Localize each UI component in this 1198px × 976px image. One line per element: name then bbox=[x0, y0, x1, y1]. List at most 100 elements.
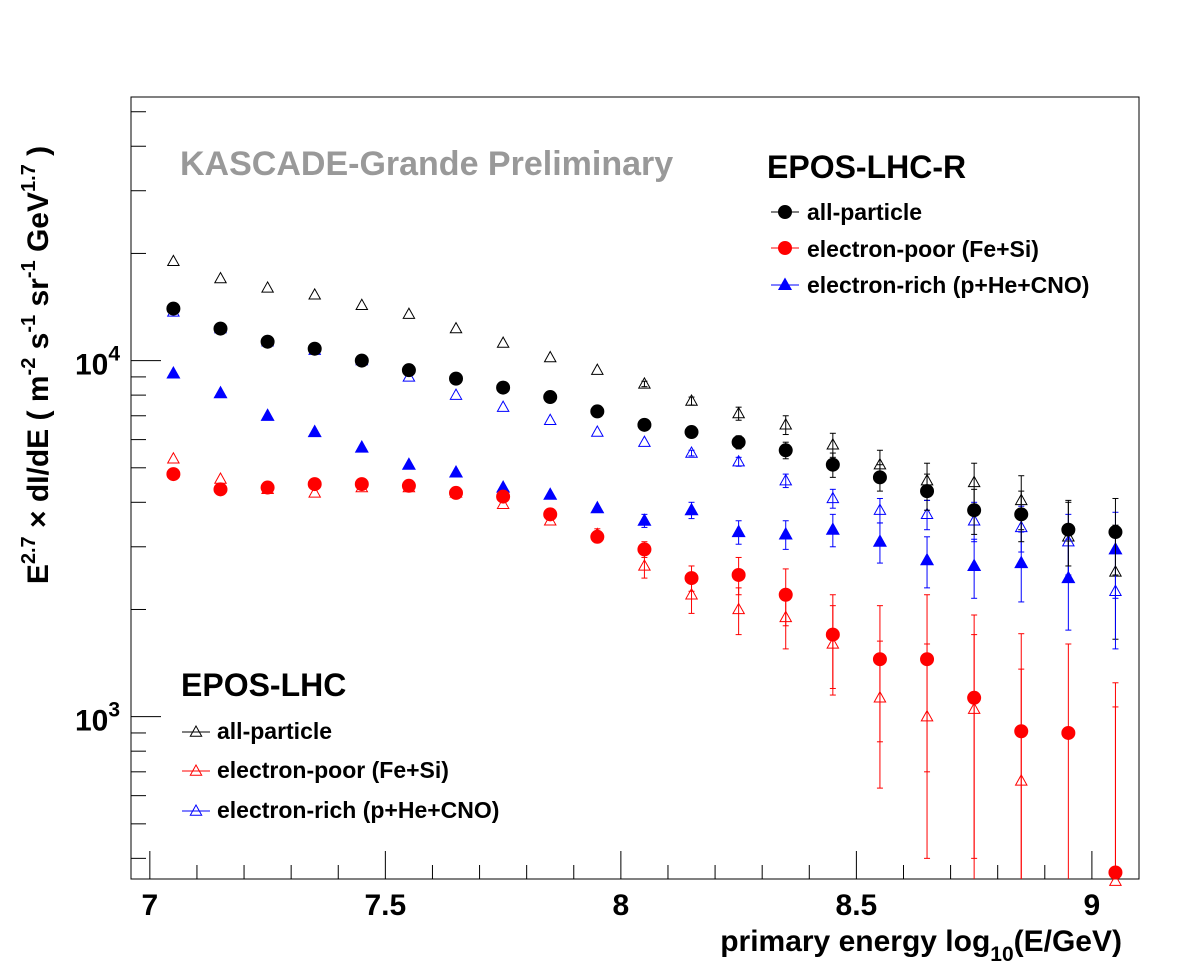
data-point bbox=[731, 567, 746, 582]
data-point bbox=[684, 425, 699, 440]
data-point bbox=[166, 467, 181, 482]
data-point bbox=[449, 485, 464, 500]
data-point bbox=[684, 502, 699, 516]
legend-label: electron-rich (p+He+CNO) bbox=[807, 272, 1089, 298]
data-point bbox=[637, 542, 652, 557]
data-point bbox=[401, 457, 416, 470]
data-point bbox=[1014, 724, 1029, 739]
data-point bbox=[354, 440, 369, 453]
x-tick-label: 9 bbox=[1084, 889, 1101, 922]
data-point bbox=[590, 500, 605, 514]
data-point bbox=[684, 393, 699, 406]
x-tick-label: 8 bbox=[613, 889, 630, 922]
data-point bbox=[1061, 522, 1076, 537]
data-point bbox=[731, 524, 746, 538]
data-point bbox=[308, 485, 322, 498]
data-point bbox=[496, 336, 510, 348]
legend-label: electron-poor (Fe+Si) bbox=[217, 757, 449, 783]
legend-title: EPOS-LHC-R bbox=[767, 149, 966, 185]
data-point bbox=[967, 558, 982, 572]
legend-label: electron-rich (p+He+CNO) bbox=[217, 797, 499, 823]
data-point bbox=[496, 380, 511, 395]
data-point bbox=[1108, 874, 1123, 886]
data-point bbox=[260, 408, 275, 421]
legend-marker bbox=[189, 803, 203, 816]
data-point bbox=[166, 301, 181, 316]
series-5 bbox=[166, 304, 1123, 650]
x-axis-label-main: primary energy log bbox=[720, 925, 990, 958]
data-point bbox=[1014, 507, 1029, 522]
data-point bbox=[543, 413, 557, 425]
data-point bbox=[590, 404, 605, 419]
legend-title: EPOS-LHC bbox=[181, 667, 346, 703]
legend-marker bbox=[778, 205, 792, 219]
y-tick-labels: 103 104 bbox=[75, 343, 120, 738]
series-1 bbox=[166, 467, 1123, 880]
data-point bbox=[967, 475, 981, 488]
data-point bbox=[307, 341, 322, 356]
data-point bbox=[307, 477, 322, 492]
legend-label: all-particle bbox=[807, 199, 922, 225]
data-point bbox=[637, 376, 651, 389]
data-point bbox=[778, 587, 793, 602]
watermark: KASCADE-Grande Preliminary bbox=[180, 145, 673, 183]
data-point bbox=[449, 321, 463, 334]
series-3 bbox=[166, 254, 1123, 640]
legend-label: all-particle bbox=[217, 718, 332, 744]
data-point bbox=[732, 602, 746, 615]
data-point bbox=[307, 424, 322, 438]
data-point bbox=[308, 287, 322, 300]
data-point bbox=[401, 478, 416, 493]
data-point bbox=[496, 489, 511, 504]
x-tick-label: 7.5 bbox=[364, 889, 406, 922]
data-point bbox=[448, 464, 464, 478]
y-tick-label: 104 bbox=[75, 343, 120, 382]
data-point bbox=[543, 350, 557, 363]
data-point bbox=[637, 435, 651, 447]
data-point bbox=[402, 307, 416, 319]
y-axis-label: E2.7 × dI/dE ( m-2 s-1 sr-1 GeV1.7 ) bbox=[18, 146, 55, 584]
data-point bbox=[920, 484, 935, 499]
data-point bbox=[967, 690, 982, 705]
data-point bbox=[779, 473, 793, 486]
data-point bbox=[967, 503, 982, 518]
data-point bbox=[449, 388, 463, 400]
data-point bbox=[1061, 570, 1076, 584]
x-axis-label-tail: (E/GeV) bbox=[1014, 925, 1122, 958]
data-point bbox=[732, 406, 746, 419]
data-point bbox=[920, 552, 935, 566]
data-point bbox=[260, 480, 275, 495]
data-point bbox=[166, 365, 181, 379]
legend-marker bbox=[189, 724, 203, 737]
x-axis-label-sub: 10 bbox=[990, 943, 1013, 966]
data-point bbox=[590, 529, 605, 544]
data-point bbox=[637, 417, 652, 432]
data-point bbox=[872, 470, 887, 485]
data-point bbox=[825, 627, 840, 642]
legend-marker bbox=[778, 241, 792, 255]
plot-frame bbox=[130, 96, 1140, 880]
data-point bbox=[213, 471, 228, 484]
data-point bbox=[872, 652, 887, 667]
data-point bbox=[825, 457, 840, 472]
data-point bbox=[213, 321, 228, 336]
data-point bbox=[731, 435, 746, 450]
legend-epos-lhc: EPOS-LHC all-particle electron-poor (Fe+… bbox=[181, 667, 499, 823]
data-point bbox=[920, 507, 934, 520]
data-point bbox=[684, 587, 699, 600]
series-2 bbox=[166, 365, 1123, 631]
data-point bbox=[1108, 865, 1123, 880]
data-point bbox=[496, 400, 510, 412]
data-point bbox=[213, 385, 228, 399]
data-point bbox=[778, 526, 793, 540]
data-point bbox=[355, 298, 369, 311]
legend-markers bbox=[182, 205, 799, 816]
data-series bbox=[166, 254, 1123, 886]
data-point bbox=[826, 437, 840, 450]
axis-ticks bbox=[131, 111, 1140, 879]
data-point bbox=[543, 507, 558, 522]
data-point bbox=[213, 482, 228, 497]
x-tick-label: 8.5 bbox=[836, 889, 878, 922]
x-tick-labels: 7 7.5 8 8.5 9 bbox=[141, 889, 1100, 922]
